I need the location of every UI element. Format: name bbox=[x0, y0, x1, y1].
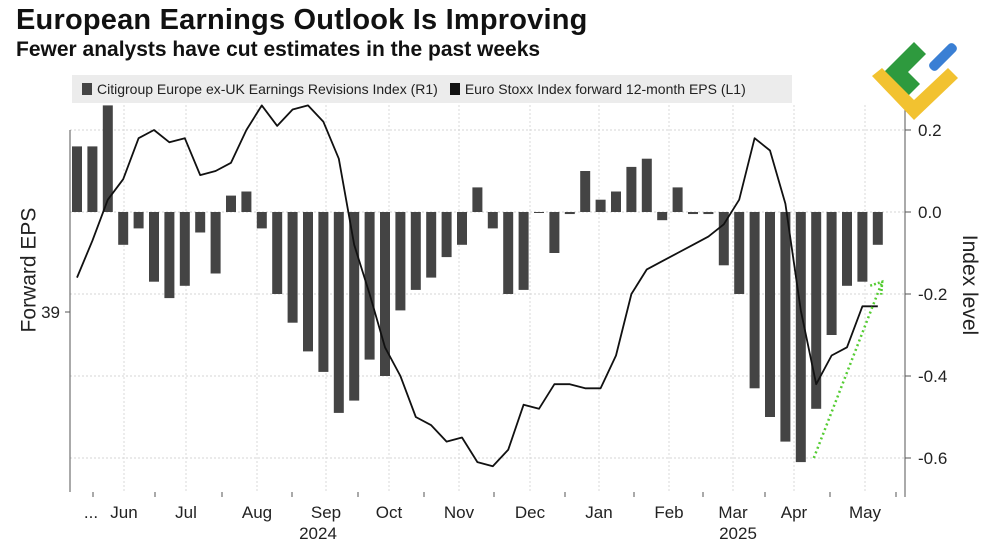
legend-swatch-line bbox=[449, 83, 460, 95]
legend-item-revisions: Citigroup Europe ex-UK Earnings Revision… bbox=[82, 81, 438, 97]
revisions-bar bbox=[87, 146, 98, 212]
x-tick-label: Nov bbox=[444, 503, 475, 522]
legend-label-eps: Euro Stoxx Index forward 12-month EPS (L… bbox=[464, 81, 746, 97]
revisions-bar bbox=[318, 212, 329, 372]
revisions-bar bbox=[349, 212, 360, 401]
revisions-bar bbox=[195, 212, 206, 233]
revisions-bar bbox=[333, 212, 344, 413]
revisions-bar bbox=[364, 212, 375, 360]
revisions-bar bbox=[272, 212, 283, 294]
legend-label-revisions: Citigroup Europe ex-UK Earnings Revision… bbox=[97, 81, 438, 97]
revisions-bar bbox=[410, 212, 421, 290]
revisions-bar bbox=[457, 212, 467, 245]
revisions-bar bbox=[102, 105, 113, 212]
revisions-bar bbox=[534, 212, 544, 213]
revisions-bar bbox=[287, 212, 298, 323]
revisions-bar bbox=[487, 212, 498, 229]
revisions-bar bbox=[164, 212, 175, 299]
revisions-bar bbox=[503, 212, 514, 294]
chart-title: European Earnings Outlook Is Improving bbox=[16, 4, 588, 36]
x-tick-label: Jan bbox=[585, 503, 612, 522]
revisions-bar bbox=[795, 212, 806, 463]
chart-legend: Citigroup Europe ex-UK Earnings Revision… bbox=[72, 75, 792, 103]
legend-swatch-bar bbox=[82, 83, 92, 95]
revisions-bar bbox=[226, 195, 236, 212]
revisions-bar bbox=[611, 191, 621, 212]
revisions-bar bbox=[657, 212, 668, 221]
revisions-bar bbox=[380, 212, 390, 376]
revisions-bar bbox=[303, 212, 313, 352]
eps-line bbox=[76, 104, 878, 468]
x-tick-label: May bbox=[849, 503, 882, 522]
revisions-bar bbox=[688, 212, 698, 215]
y-tick-label-right: 0.0 bbox=[918, 203, 942, 222]
revisions-bar bbox=[626, 166, 637, 212]
revisions-bar bbox=[564, 212, 575, 215]
revisions-bar bbox=[580, 171, 591, 212]
x-tick-label: Sep bbox=[311, 503, 341, 522]
chart-subtitle: Fewer analysts have cut estimates in the… bbox=[16, 38, 541, 61]
x-tick-label: Apr bbox=[781, 503, 808, 522]
revisions-bar bbox=[872, 212, 883, 245]
y-tick-label-right: -0.4 bbox=[918, 367, 947, 386]
revisions-bar bbox=[549, 212, 560, 253]
y-tick-label-right: 0.2 bbox=[918, 121, 942, 140]
y-tick-label-right: -0.6 bbox=[918, 449, 947, 468]
revisions-bar bbox=[718, 212, 729, 266]
revisions-bar bbox=[703, 212, 714, 215]
revisions-bar bbox=[179, 212, 190, 286]
revisions-bar bbox=[811, 212, 822, 409]
x-tick-label: Jun bbox=[110, 503, 137, 522]
revisions-bar bbox=[256, 212, 267, 229]
revisions-bar bbox=[241, 191, 252, 212]
revisions-bar bbox=[118, 212, 129, 245]
revisions-bar bbox=[780, 212, 791, 442]
brand-logo-icon bbox=[872, 42, 958, 120]
x-year-label: 2025 bbox=[719, 524, 757, 543]
trend-arrow-line bbox=[812, 281, 884, 459]
revisions-bar bbox=[472, 187, 483, 212]
revisions-bar bbox=[641, 158, 652, 212]
trend-arrow-head bbox=[869, 279, 884, 295]
revisions-bar bbox=[149, 212, 159, 282]
revisions-bar bbox=[672, 187, 683, 212]
revisions-bar bbox=[441, 212, 452, 258]
legend-item-eps: Euro Stoxx Index forward 12-month EPS (L… bbox=[449, 81, 746, 97]
revisions-bar bbox=[210, 212, 221, 274]
x-tick-label: Mar bbox=[718, 503, 748, 522]
revisions-bar bbox=[734, 212, 745, 294]
revisions-bar bbox=[857, 212, 868, 282]
revisions-bar bbox=[842, 212, 852, 286]
revisions-bar bbox=[518, 212, 529, 290]
x-year-label: 2024 bbox=[299, 524, 337, 543]
revisions-bar bbox=[765, 212, 775, 417]
x-tick-label: ... bbox=[84, 503, 98, 522]
revisions-bar bbox=[595, 199, 606, 212]
x-tick-label: Feb bbox=[654, 503, 683, 522]
x-tick-label: Aug bbox=[242, 503, 272, 522]
y-tick-label-left: 39 bbox=[41, 303, 60, 322]
y-tick-label-right: -0.2 bbox=[918, 285, 947, 304]
revisions-bar bbox=[133, 212, 144, 229]
revisions-bar bbox=[749, 212, 760, 389]
revisions-bar bbox=[826, 212, 837, 335]
x-tick-label: Oct bbox=[376, 503, 403, 522]
revisions-bar bbox=[72, 146, 82, 212]
x-tick-label: Jul bbox=[175, 503, 197, 522]
revisions-bar bbox=[426, 212, 437, 278]
revisions-bar bbox=[395, 212, 406, 311]
x-tick-label: Dec bbox=[515, 503, 546, 522]
